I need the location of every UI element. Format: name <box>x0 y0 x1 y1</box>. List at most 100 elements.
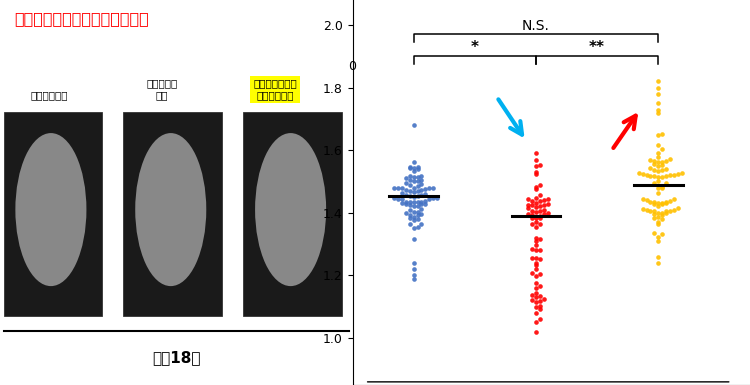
Point <box>419 198 431 204</box>
Point <box>530 169 542 175</box>
Point <box>530 200 542 206</box>
Text: 低出生体重の仔
タダラフィル: 低出生体重の仔 タダラフィル <box>253 79 297 100</box>
Point <box>652 107 664 113</box>
Point <box>648 215 660 221</box>
Point <box>400 210 412 216</box>
Point <box>412 193 424 199</box>
Point <box>526 208 538 214</box>
Point <box>427 185 439 191</box>
Point <box>633 170 645 176</box>
Point <box>652 85 664 91</box>
Point <box>416 211 428 217</box>
Point <box>408 199 420 205</box>
Point <box>416 173 428 179</box>
Point <box>637 196 649 202</box>
Point <box>644 172 656 179</box>
Point <box>408 216 420 223</box>
Point <box>400 180 412 186</box>
Point <box>648 158 660 164</box>
Point <box>664 198 676 204</box>
Point <box>408 214 420 220</box>
Point <box>530 294 542 300</box>
Point <box>404 221 416 228</box>
Point <box>530 273 542 279</box>
Text: **: ** <box>589 40 605 55</box>
Point <box>660 166 672 172</box>
Point <box>408 236 420 242</box>
Point <box>534 271 546 277</box>
Point <box>412 178 424 184</box>
Point <box>648 181 660 187</box>
Point <box>408 225 420 231</box>
Point <box>652 210 664 216</box>
Point <box>400 199 412 205</box>
Point <box>534 293 546 299</box>
Point <box>640 198 652 204</box>
Point <box>672 205 684 211</box>
Point <box>538 211 550 217</box>
Point <box>656 199 668 206</box>
Point <box>412 208 424 214</box>
Point <box>412 164 424 170</box>
Point <box>637 171 649 177</box>
Text: *: * <box>471 40 478 55</box>
Point <box>652 142 664 148</box>
Point <box>530 290 542 296</box>
Point <box>526 198 538 204</box>
Point <box>388 195 400 201</box>
Point <box>542 201 554 208</box>
Point <box>660 173 672 179</box>
Point <box>648 201 660 207</box>
Point <box>408 203 420 209</box>
Text: 低出生体重
の仔: 低出生体重 の仔 <box>146 79 178 100</box>
Point <box>404 187 416 194</box>
Point <box>648 173 660 179</box>
Point <box>530 209 542 215</box>
Point <box>530 247 542 253</box>
Point <box>652 163 664 169</box>
Point <box>664 208 676 214</box>
Point <box>423 196 435 203</box>
Point <box>404 215 416 221</box>
Point <box>660 199 672 205</box>
Point <box>648 167 660 173</box>
Point <box>408 209 420 215</box>
Point <box>534 198 546 204</box>
Point <box>648 230 660 236</box>
Point <box>652 178 664 184</box>
Point <box>668 196 680 203</box>
Point <box>526 202 538 208</box>
Point <box>530 266 542 272</box>
Point <box>664 172 676 178</box>
Point <box>530 204 542 210</box>
Point <box>656 162 668 168</box>
Point <box>652 203 664 209</box>
Point <box>530 157 542 163</box>
Point <box>648 199 660 205</box>
Point <box>538 296 550 302</box>
Point <box>656 216 668 223</box>
Point <box>404 202 416 208</box>
Point <box>396 190 408 196</box>
Point <box>534 221 546 228</box>
Point <box>416 199 428 205</box>
Point <box>526 221 538 227</box>
Point <box>534 208 546 214</box>
Point <box>530 299 542 305</box>
Point <box>408 122 420 128</box>
Ellipse shape <box>255 133 326 286</box>
Point <box>534 192 546 198</box>
Text: コントロール: コントロール <box>31 90 68 100</box>
Point <box>652 214 664 220</box>
Point <box>644 208 656 214</box>
Point <box>412 174 424 180</box>
Point <box>542 196 554 202</box>
Point <box>652 132 664 138</box>
Point <box>416 192 428 198</box>
FancyBboxPatch shape <box>243 112 342 316</box>
Point <box>408 184 420 191</box>
Ellipse shape <box>135 133 206 286</box>
Point <box>404 177 416 183</box>
Point <box>396 200 408 206</box>
Point <box>534 298 546 304</box>
